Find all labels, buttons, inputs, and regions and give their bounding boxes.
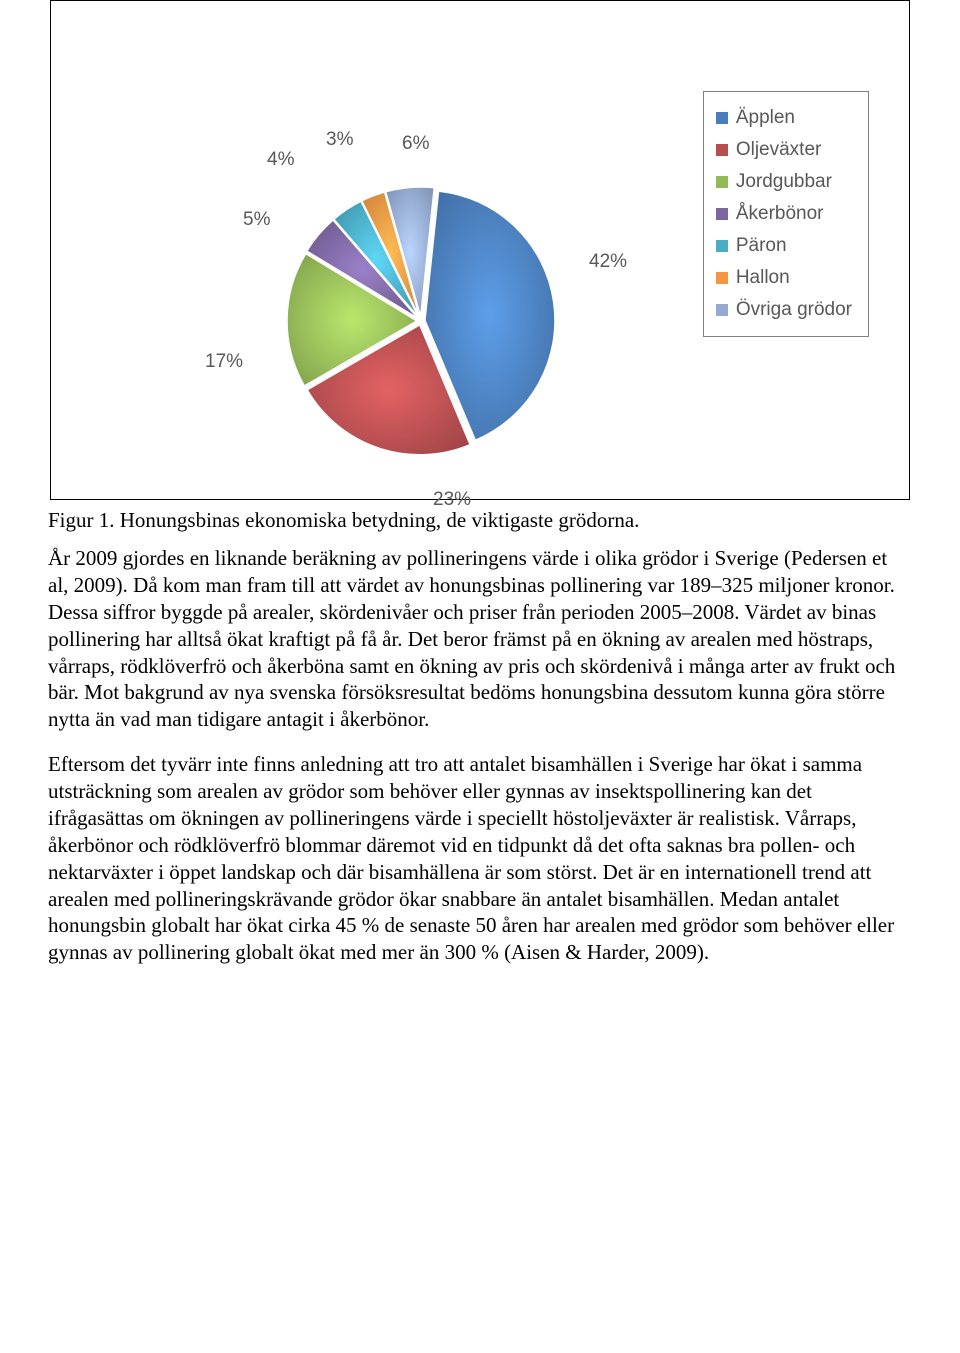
legend-label: Päron [736,235,787,257]
legend-swatch [716,240,728,252]
legend-label: Åkerbönor [736,203,824,225]
legend-label: Hallon [736,267,790,289]
legend-item: Äpplen [716,102,852,134]
pie-slice-label: 42% [589,251,627,273]
legend-label: Jordgubbar [736,171,832,193]
pie-slice-label: 4% [267,149,294,171]
legend-swatch [716,272,728,284]
pie-chart: 42%23%17%5%4%3%6% [181,81,541,441]
legend-label: Äpplen [736,107,795,129]
pie-slice-label: 17% [205,351,243,373]
legend-swatch [716,144,728,156]
legend-item: Hallon [716,262,852,294]
pie-slice-label: 5% [243,209,270,231]
pie-slice-label: 3% [326,129,353,151]
legend-swatch [716,208,728,220]
legend-label: Övriga grödor [736,299,852,321]
legend-swatch [716,176,728,188]
chart-container: 42%23%17%5%4%3%6% ÄpplenOljeväxterJordgu… [50,0,910,500]
legend-item: Oljeväxter [716,134,852,166]
legend-item: Övriga grödor [716,294,852,326]
body-paragraph: År 2009 gjordes en liknande beräkning av… [48,545,912,733]
pie-slice-label: 6% [402,133,429,155]
legend-item: Åkerbönor [716,198,852,230]
legend-swatch [716,112,728,124]
legend-swatch [716,304,728,316]
pie-slice-label: 23% [433,489,471,511]
legend-label: Oljeväxter [736,139,822,161]
legend-item: Jordgubbar [716,166,852,198]
figure-caption: Figur 1. Honungsbinas ekonomiska betydni… [48,508,912,533]
body-paragraph: Eftersom det tyvärr inte finns anledning… [48,751,912,966]
chart-legend: Äpplen Oljeväxter Jordgubbar Åkerbönor Päron… [703,91,869,337]
legend-item: Päron [716,230,852,262]
